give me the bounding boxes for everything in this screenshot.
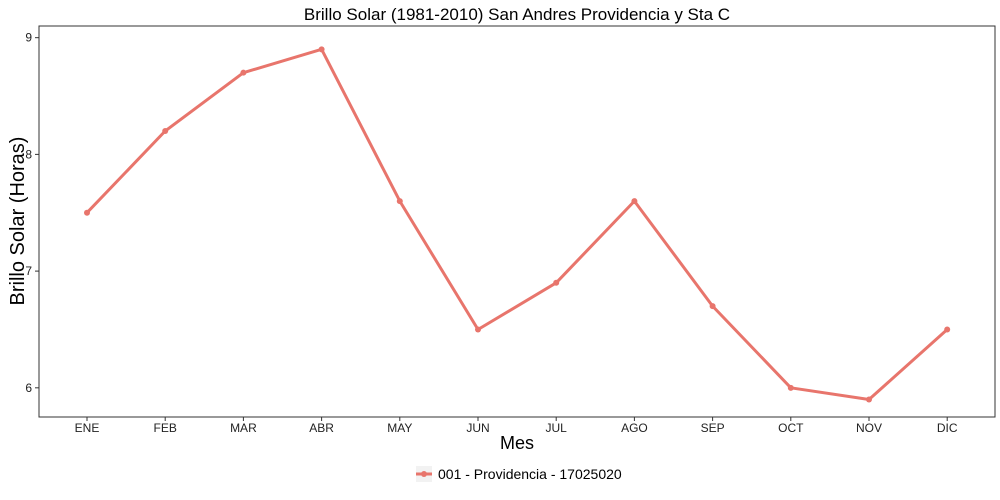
x-tick-label: ENE [75, 421, 100, 435]
series-layer [84, 46, 951, 403]
data-point [944, 326, 951, 333]
x-tick-label: JUL [546, 421, 568, 435]
data-point [318, 46, 325, 53]
legend-key-point [421, 471, 427, 477]
y-tick-label: 8 [25, 147, 32, 161]
y-tick-label: 7 [25, 264, 32, 278]
y-axis-title: Brillo Solar (Horas) [7, 137, 29, 306]
x-tick-label: OCT [778, 421, 804, 435]
data-point [396, 198, 403, 205]
y-tick-label: 6 [25, 381, 32, 395]
data-point [866, 396, 872, 403]
data-point [631, 198, 638, 205]
data-point [240, 69, 247, 76]
x-tick-label: NOV [856, 421, 882, 435]
series-line [85, 47, 949, 401]
legend-label: 001 - Providencia - 17025020 [438, 466, 622, 482]
x-tick-label: MAY [387, 421, 412, 435]
x-axis: ENE FEB MAR ABR MAY JUN JUL AGO SEP OCT NOV DIC [75, 417, 958, 435]
x-axis-title: Mes [500, 433, 534, 453]
plot-panel [38, 25, 996, 418]
x-tick-label: ABR [309, 421, 334, 435]
chart-title: Brillo Solar (1981-2010) San Andres Prov… [304, 5, 730, 24]
x-tick-label: DIC [937, 421, 958, 435]
data-point [162, 128, 169, 135]
data-point [475, 326, 481, 333]
data-point [787, 384, 794, 391]
y-axis: 6 7 8 9 [25, 31, 39, 395]
data-point [709, 303, 716, 310]
x-tick-label: JUN [466, 421, 489, 435]
data-point [553, 279, 560, 286]
y-tick-label: 9 [25, 31, 32, 45]
x-tick-label: SEP [701, 421, 725, 435]
x-tick-label: AGO [621, 421, 648, 435]
data-point [84, 209, 90, 216]
x-tick-label: MAR [230, 421, 257, 435]
legend: 001 - Providencia - 17025020 [416, 466, 622, 482]
x-tick-label: FEB [154, 421, 177, 435]
